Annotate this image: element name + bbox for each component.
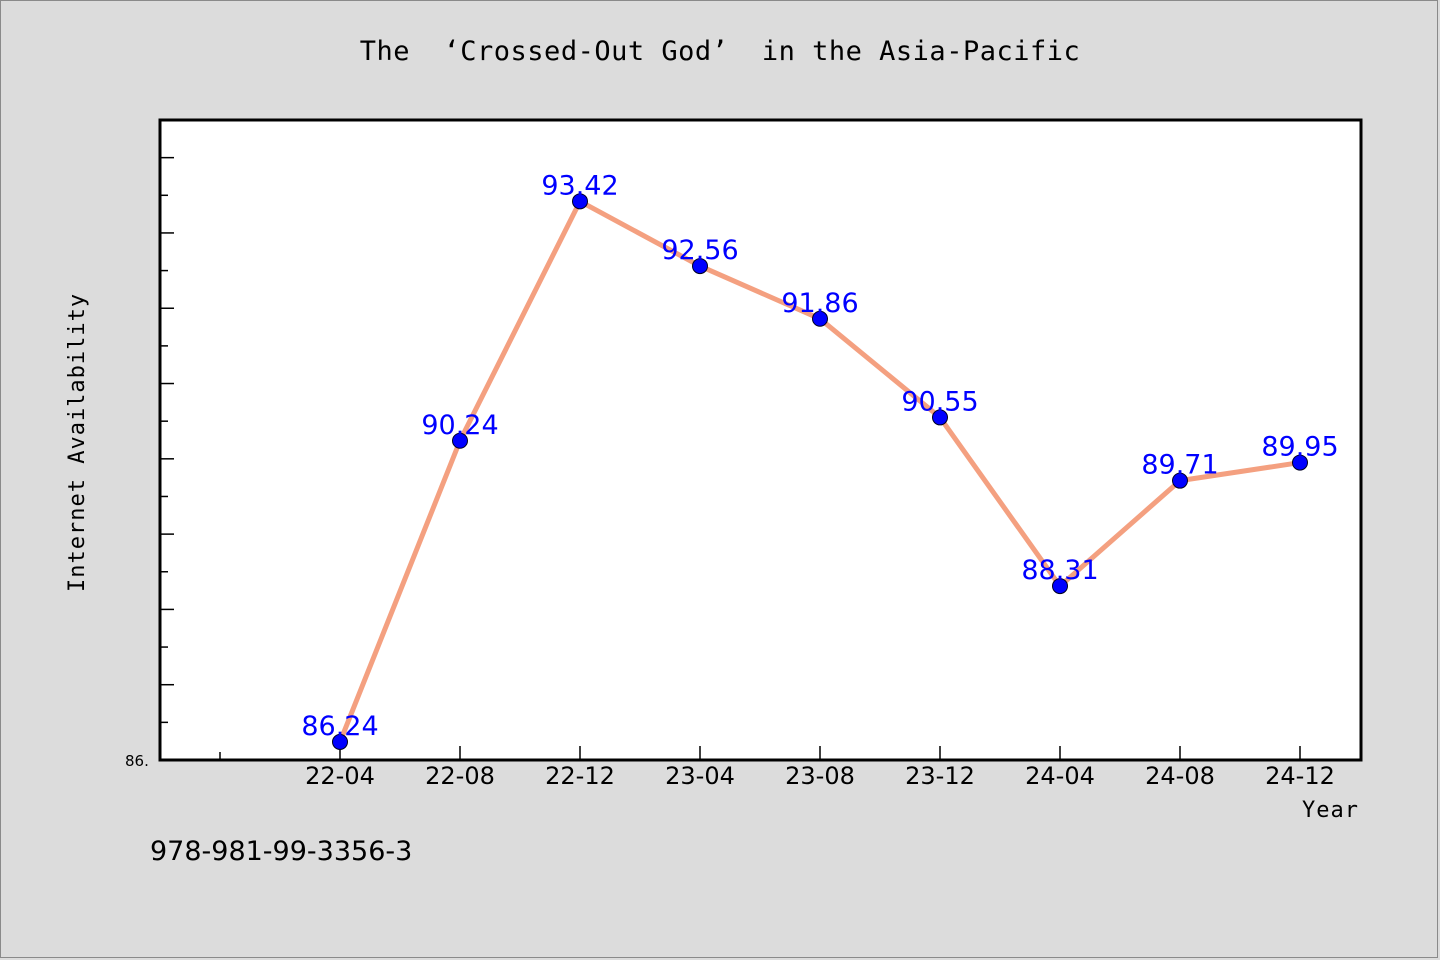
data-point — [932, 409, 948, 426]
data-point — [812, 310, 828, 327]
data-label: 93.42 — [541, 170, 618, 201]
data-label: 90.55 — [901, 386, 978, 417]
data-point — [1172, 472, 1188, 489]
data-point — [1292, 454, 1308, 471]
data-label: 86.24 — [301, 711, 378, 742]
x-tick-label: 24-12 — [1265, 762, 1335, 790]
x-tick-label: 24-04 — [1025, 762, 1095, 790]
plot-area — [158, 118, 1363, 762]
data-label: 91.86 — [781, 288, 858, 319]
data-point — [332, 733, 348, 750]
data-point — [452, 432, 468, 449]
x-tick-label: 23-08 — [785, 762, 855, 790]
chart-title: The ‘Crossed-Out God’ in the Asia-Pacifi… — [359, 36, 1081, 67]
y-axis-ticks — [160, 119, 174, 724]
x-axis-title: Year — [1302, 798, 1359, 823]
data-point — [572, 193, 588, 210]
data-labels: 86.24 90.24 93.42 92.56 91.86 90.55 88.31 89.71… — [301, 170, 1338, 742]
x-tick-label: 23-04 — [665, 762, 735, 790]
data-label: 89.95 — [1261, 432, 1338, 463]
x-axis-ticks: 22-04 22-08 22-12 23-04 23-08 23-12 24-04 24-08… — [219, 746, 1335, 790]
data-label: 92.56 — [661, 235, 738, 266]
data-label: 88.31 — [1021, 555, 1098, 586]
x-tick-label: 22-08 — [425, 762, 495, 790]
data-point — [1052, 578, 1068, 595]
y-axis-title: Internet Availability — [65, 293, 90, 592]
x-tick-label: 22-12 — [545, 762, 615, 790]
data-point — [692, 258, 708, 275]
data-label: 89.71 — [1141, 450, 1218, 481]
data-label: 90.24 — [421, 410, 498, 441]
x-tick-label: 24-08 — [1145, 762, 1215, 790]
x-tick-label: 22-04 — [305, 762, 375, 790]
data-points — [332, 193, 1308, 750]
x-tick-label: 23-12 — [905, 762, 975, 790]
y-axis-min-label: 86. — [125, 752, 149, 770]
isbn-footnote: 978-981-99-3356-3 — [150, 836, 413, 867]
